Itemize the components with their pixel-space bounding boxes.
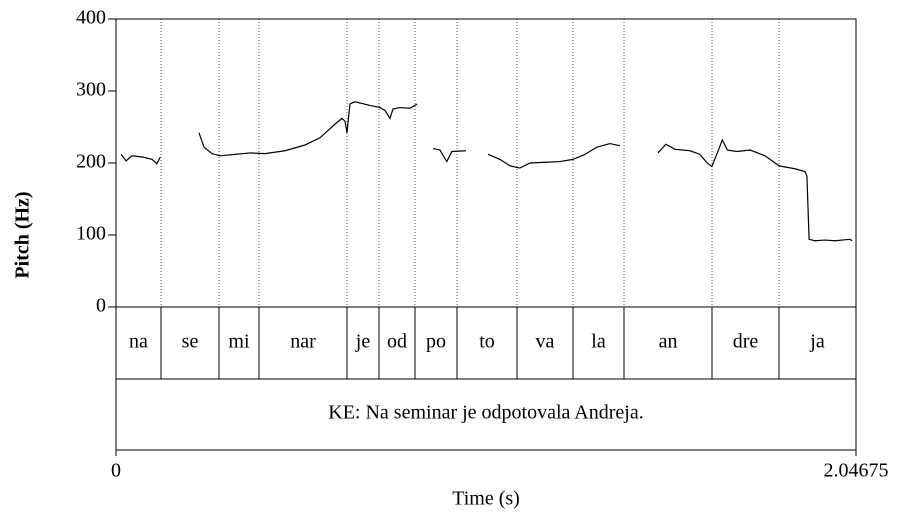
y-axis-label: Pitch (Hz) [12,191,34,278]
syllable: la [591,331,606,353]
frame [115,18,857,451]
syllable: to [479,331,495,353]
syllable: po [426,331,446,353]
y-tick-label: 0 [96,295,106,317]
syllable: an [659,331,678,353]
y-tick-label: 200 [76,151,106,173]
syllable: na [129,331,148,353]
syllable: dre [733,331,759,353]
x-tick-label: 0 [111,460,121,482]
syllable: mi [228,331,250,353]
syllable: va [536,331,555,353]
sentence: KE: Na seminar je odpotovala Andreja. [328,402,643,424]
x-tick-label: 2.04675 [824,460,889,482]
syllable: se [182,331,199,353]
syllable: od [387,331,407,353]
y-tick-label: 100 [76,223,106,245]
syllable: ja [809,331,825,353]
y-tick-label: 300 [76,79,106,101]
x-axis-label: Time (s) [452,488,520,510]
y-tick-label: 400 [76,7,106,29]
syllable: nar [290,331,316,353]
syllable: je [355,331,371,353]
pitch-line [120,101,853,242]
